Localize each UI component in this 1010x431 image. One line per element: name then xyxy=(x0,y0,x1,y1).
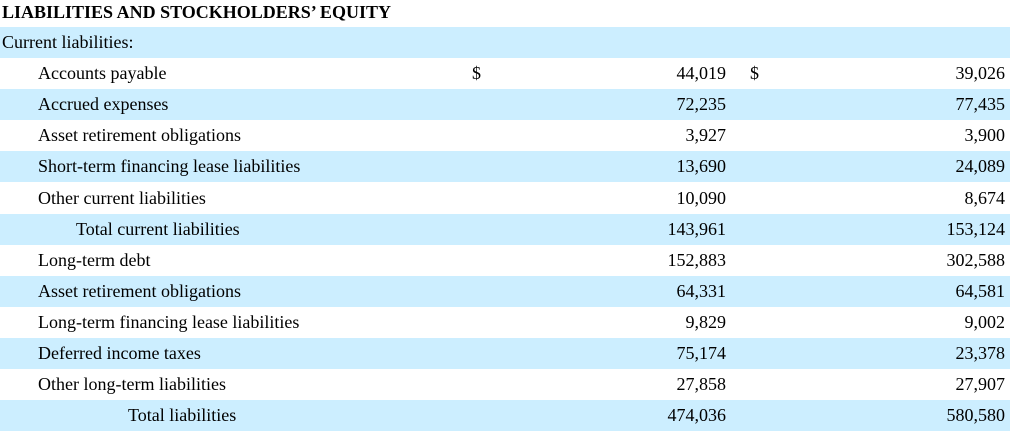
row-label: Total current liabilities xyxy=(76,218,240,239)
amount: 39,026 xyxy=(955,63,1006,84)
row-label: Short-term financing lease liabilities xyxy=(38,156,301,177)
amount: 3,927 xyxy=(685,125,727,146)
row-label: Deferred income taxes xyxy=(38,343,201,363)
amount: 77,435 xyxy=(955,94,1006,115)
amount: 143,961 xyxy=(667,218,727,239)
table-row: Other current liabilities 10,090 8,674 xyxy=(0,183,1010,215)
amount: 64,581 xyxy=(955,280,1006,301)
currency-symbol: $ xyxy=(750,63,759,84)
row-label: Other long-term liabilities xyxy=(38,374,226,395)
amount: 75,174 xyxy=(676,343,727,363)
amount: 13,690 xyxy=(676,156,727,177)
amount: 3,900 xyxy=(964,125,1006,146)
table-row: Other long-term liabilities 27,858 27,907 xyxy=(0,369,1010,402)
table-row: Current liabilities: xyxy=(0,27,1010,58)
row-label: Asset retirement obligations xyxy=(38,280,241,301)
table-row: Total liabilities 474,036 580,580 xyxy=(0,400,1010,431)
amount: 27,907 xyxy=(955,374,1006,395)
amount: 302,588 xyxy=(946,249,1006,270)
table-row: Asset retirement obligations 64,331 64,581 xyxy=(0,275,1010,307)
amount: 10,090 xyxy=(676,187,727,208)
row-label: Long-term debt xyxy=(38,249,151,270)
amount: 153,124 xyxy=(946,218,1006,239)
row-label: Asset retirement obligations xyxy=(38,125,241,146)
row-label: Long-term financing lease liabilities xyxy=(38,311,300,332)
amount: 72,235 xyxy=(676,94,727,115)
amount: 9,002 xyxy=(964,311,1006,332)
amount: 64,331 xyxy=(676,280,727,301)
table-row: Deferred income taxes 75,174 23,378 xyxy=(0,338,1010,369)
amount: 152,883 xyxy=(667,249,727,270)
amount: 27,858 xyxy=(676,374,727,395)
currency-symbol: $ xyxy=(472,63,481,84)
table-row: Accrued expenses 72,235 77,435 xyxy=(0,89,1010,121)
amount: 9,829 xyxy=(685,311,727,332)
table-row: Short-term financing lease liabilities 13… xyxy=(0,151,1010,183)
row-label: Current liabilities: xyxy=(2,32,134,52)
amount: 8,674 xyxy=(964,187,1006,208)
row-label: Accounts payable xyxy=(38,63,167,84)
amount: 580,580 xyxy=(946,405,1006,426)
amount: 24,089 xyxy=(955,156,1006,177)
table-row: Total current liabilities 143,961 153,124 xyxy=(0,213,1010,245)
table-row: Long-term financing lease liabilities 9,8… xyxy=(0,307,1010,338)
row-label: Other current liabilities xyxy=(38,187,206,208)
amount: 23,378 xyxy=(955,343,1006,363)
row-label: Total liabilities xyxy=(128,405,237,426)
row-label: Accrued expenses xyxy=(38,94,169,115)
table-row: Long-term debt 152,883 302,588 xyxy=(0,245,1010,276)
table-row: Asset retirement obligations 3,927 3,900 xyxy=(0,120,1010,151)
section-title: LIABILITIES AND STOCKHOLDERS’ EQUITY xyxy=(2,2,391,22)
amount: 474,036 xyxy=(667,405,727,426)
amount: 44,019 xyxy=(676,63,727,84)
table-row: Accounts payable $ $44,019 39,026 xyxy=(0,58,1010,89)
